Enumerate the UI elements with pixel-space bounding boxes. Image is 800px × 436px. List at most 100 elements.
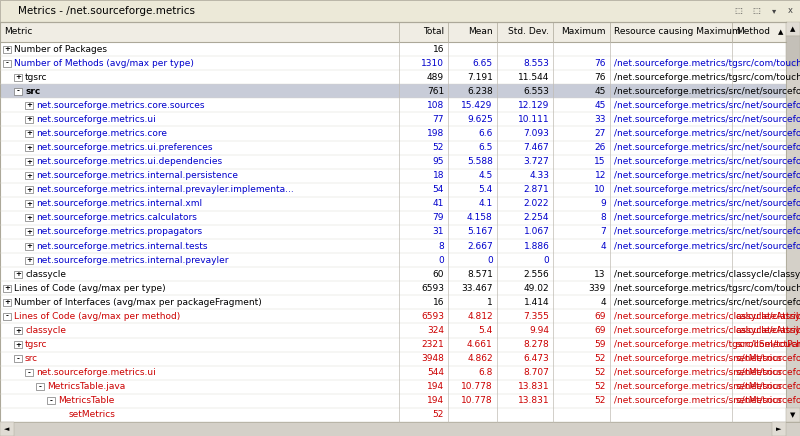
Bar [3, 60, 11, 67]
Bar [786, 36, 800, 66]
Text: 52: 52 [594, 368, 606, 377]
Text: 2.022: 2.022 [524, 199, 550, 208]
Bar [25, 144, 33, 151]
Text: /net.sourceforge.metrics/src/net/sourceforge/...: /net.sourceforge.metrics/src/net/sourcef… [614, 157, 800, 166]
Text: +: + [26, 145, 32, 150]
Text: net.sourceforge.metrics.internal.prevayler.implementa...: net.sourceforge.metrics.internal.prevayl… [36, 185, 294, 194]
Text: 6.8: 6.8 [478, 368, 493, 377]
Text: 26: 26 [594, 143, 606, 152]
Text: tgsrc: tgsrc [25, 340, 47, 349]
Text: net.sourceforge.metrics.core.sources: net.sourceforge.metrics.core.sources [36, 101, 205, 110]
Text: Metrics - /net.sourceforge.metrics: Metrics - /net.sourceforge.metrics [18, 6, 195, 16]
Text: +: + [4, 300, 10, 305]
Bar [0, 351, 786, 366]
Text: 5.167: 5.167 [467, 228, 493, 236]
Text: 33: 33 [594, 115, 606, 124]
Text: 5.4: 5.4 [478, 326, 493, 335]
Text: /net.sourceforge.metrics/src/net/sourceforge/...: /net.sourceforge.metrics/src/net/sourcef… [614, 143, 800, 152]
Text: 761: 761 [426, 87, 444, 96]
Text: 4.812: 4.812 [467, 312, 493, 321]
Text: 6.6: 6.6 [478, 129, 493, 138]
Text: 198: 198 [426, 129, 444, 138]
Text: net.sourceforge.metrics.ui.preferences: net.sourceforge.metrics.ui.preferences [36, 143, 213, 152]
Bar [0, 267, 786, 281]
Text: +: + [26, 201, 32, 207]
Text: 31: 31 [433, 228, 444, 236]
Text: ◄: ◄ [4, 426, 10, 432]
Bar [0, 22, 786, 42]
Bar [0, 408, 786, 422]
Text: 6.65: 6.65 [473, 58, 493, 68]
Text: 4: 4 [600, 242, 606, 251]
Bar [0, 422, 14, 436]
Text: 59: 59 [594, 340, 606, 349]
Text: Number of Interfaces (avg/max per packageFragment): Number of Interfaces (avg/max per packag… [14, 298, 262, 307]
Text: 2.871: 2.871 [523, 185, 550, 194]
Bar [25, 201, 33, 208]
Text: 18: 18 [433, 171, 444, 180]
Text: Lines of Code (avg/max per method): Lines of Code (avg/max per method) [14, 312, 180, 321]
Bar [772, 422, 786, 436]
Bar [0, 239, 786, 253]
Text: scrollSelectPanel: scrollSelectPanel [736, 340, 800, 349]
Text: 7.467: 7.467 [523, 143, 550, 152]
Text: 95: 95 [433, 157, 444, 166]
Text: 52: 52 [433, 410, 444, 419]
Text: /net.sourceforge.metrics/src/net/sourceforge/...: /net.sourceforge.metrics/src/net/sourcef… [614, 298, 800, 307]
Text: +: + [26, 173, 32, 179]
Text: Metric: Metric [4, 27, 32, 37]
Text: -: - [27, 370, 30, 376]
Bar [0, 281, 786, 295]
Text: -: - [17, 88, 19, 94]
Bar [3, 45, 11, 52]
Text: 41: 41 [433, 199, 444, 208]
Text: /net.sourceforge.metrics/src/net/sourceforge/...: /net.sourceforge.metrics/src/net/sourcef… [614, 129, 800, 138]
Text: 13.831: 13.831 [518, 396, 550, 405]
Text: 7.191: 7.191 [467, 73, 493, 82]
Bar [0, 0, 800, 22]
Text: 79: 79 [433, 214, 444, 222]
Text: 3948: 3948 [421, 354, 444, 363]
Text: ▼: ▼ [790, 412, 796, 418]
Text: net.sourceforge.metrics.ui.dependencies: net.sourceforge.metrics.ui.dependencies [36, 157, 222, 166]
Text: +: + [26, 257, 32, 263]
Text: 6.473: 6.473 [523, 354, 550, 363]
Text: net.sourceforge.metrics.ui: net.sourceforge.metrics.ui [36, 115, 156, 124]
Text: Maximum: Maximum [562, 27, 606, 37]
Bar [0, 337, 786, 351]
Text: setMetrics: setMetrics [736, 354, 782, 363]
Text: ▲: ▲ [778, 29, 783, 35]
Text: 7.093: 7.093 [523, 129, 550, 138]
Text: ⬚: ⬚ [734, 7, 742, 16]
Text: 33.467: 33.467 [462, 284, 493, 293]
Text: MetricsTable: MetricsTable [58, 396, 114, 405]
Text: /net.sourceforge.metrics/src/net/sourceforge/...: /net.sourceforge.metrics/src/net/sourcef… [614, 115, 800, 124]
Bar [0, 310, 786, 324]
Text: /net.sourceforge.metrics/src/net/sourceforge/...: /net.sourceforge.metrics/src/net/sourcef… [614, 101, 800, 110]
Bar [0, 98, 786, 112]
Text: 1: 1 [487, 298, 493, 307]
Text: 52: 52 [594, 354, 606, 363]
Text: 339: 339 [589, 284, 606, 293]
Text: ▾: ▾ [772, 7, 776, 16]
Bar [25, 130, 33, 137]
Text: 3.727: 3.727 [523, 157, 550, 166]
Text: 5.4: 5.4 [478, 185, 493, 194]
Bar [36, 383, 44, 390]
Text: 49.02: 49.02 [524, 284, 550, 293]
Text: 8: 8 [438, 242, 444, 251]
Text: 108: 108 [426, 101, 444, 110]
Text: /net.sourceforge.metrics/src/net/sourceforge/...: /net.sourceforge.metrics/src/net/sourcef… [614, 214, 800, 222]
Text: -: - [6, 313, 9, 320]
Bar [25, 215, 33, 221]
Text: 6.5: 6.5 [478, 143, 493, 152]
Bar [786, 22, 800, 36]
Text: 2.254: 2.254 [524, 214, 550, 222]
Text: 7: 7 [600, 228, 606, 236]
Text: 45: 45 [594, 101, 606, 110]
Text: 76: 76 [594, 73, 606, 82]
Text: 2.556: 2.556 [523, 270, 550, 279]
Text: 60: 60 [433, 270, 444, 279]
Text: 6593: 6593 [421, 312, 444, 321]
Bar [0, 56, 786, 70]
